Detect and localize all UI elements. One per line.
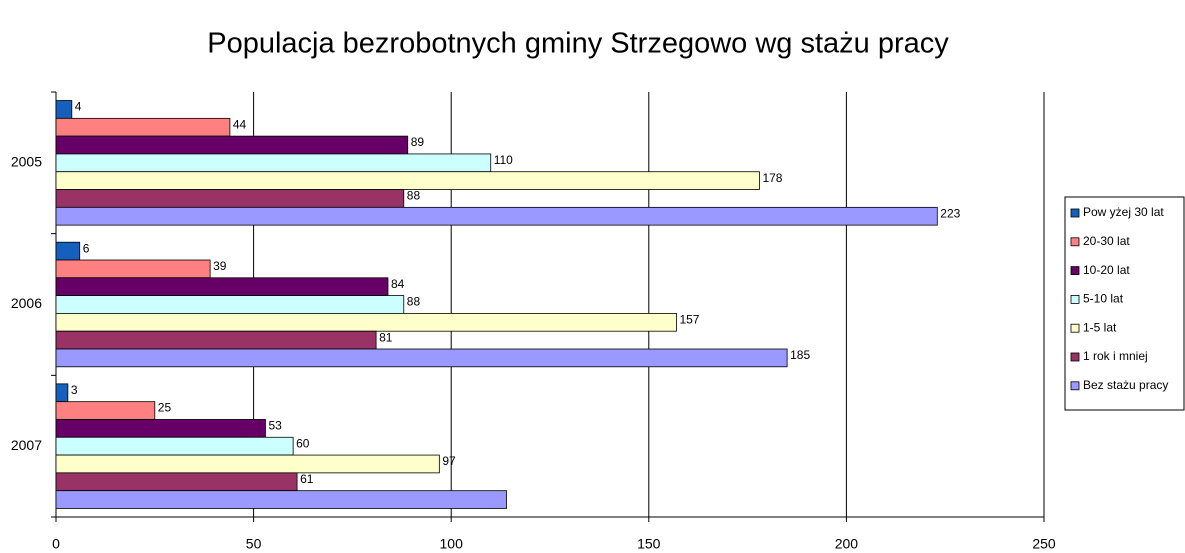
y-tick-label: 2007: [11, 437, 42, 453]
bar: [55, 100, 73, 119]
bar: [55, 383, 69, 403]
bar: [55, 117, 231, 137]
bar: [55, 206, 938, 226]
legend-label: 20-30 lat: [1083, 234, 1130, 248]
legend-swatch: [1070, 294, 1080, 304]
bar: [55, 312, 677, 332]
y-tick-label: 2006: [11, 295, 42, 311]
data-label: 39: [213, 259, 227, 273]
bar: [55, 277, 389, 296]
bar: [55, 472, 298, 492]
bar: [55, 419, 266, 438]
bar: [55, 401, 156, 420]
data-label: 25: [158, 401, 172, 415]
x-tick-label: 200: [835, 536, 859, 552]
legend-box: [1064, 196, 1185, 411]
bar: [55, 153, 492, 173]
bar: [55, 259, 211, 279]
legend-swatch: [1070, 381, 1080, 391]
bar: [55, 436, 294, 456]
bar: [55, 348, 788, 368]
bar: [55, 171, 760, 190]
x-tick-label: 0: [52, 536, 60, 552]
data-label: 110: [494, 153, 513, 167]
legend-swatch: [1070, 323, 1080, 333]
data-label: 88: [407, 189, 421, 203]
data-label: 44: [233, 117, 247, 131]
data-label: 3: [71, 383, 78, 397]
legend-label: Bez stażu pracy: [1083, 378, 1168, 392]
data-label: 97: [442, 454, 456, 468]
legend-swatch: [1070, 208, 1080, 218]
bar: [55, 330, 377, 350]
x-tick-label: 250: [1032, 536, 1056, 552]
legend-swatch: [1070, 352, 1080, 362]
x-tick-label: 100: [440, 536, 464, 552]
data-label: 89: [411, 135, 425, 149]
data-label: 61: [300, 472, 314, 486]
legend-label: 10-20 lat: [1083, 263, 1130, 277]
bar: [55, 490, 507, 509]
chart-title: Populacja bezrobotnych gminy Strzegowo w…: [207, 28, 949, 60]
legend-swatch: [1070, 237, 1080, 247]
x-tick-label: 50: [246, 536, 262, 552]
bar: [55, 295, 405, 314]
bar: [55, 189, 405, 208]
data-label: 4: [75, 100, 82, 114]
data-label: 157: [679, 312, 699, 326]
legend-label: 1 rok i mniej: [1083, 349, 1148, 363]
data-label: 223: [940, 206, 960, 220]
x-tick-label: 150: [637, 536, 661, 552]
data-label: 84: [391, 277, 405, 291]
data-label: 60: [296, 436, 310, 450]
data-label: 185: [790, 348, 810, 362]
y-tick-label: 2005: [11, 154, 42, 170]
data-label: 53: [268, 419, 282, 433]
data-label: 81: [379, 330, 393, 344]
bar: [55, 135, 409, 155]
data-label: 88: [407, 295, 421, 309]
bar: [55, 454, 440, 474]
legend-label: 5-10 lat: [1083, 292, 1124, 306]
data-label: 6: [83, 241, 90, 255]
legend-label: Pow yżej 30 lat: [1083, 205, 1164, 219]
legend-swatch: [1070, 266, 1080, 276]
data-label: 178: [762, 171, 782, 185]
bar: [55, 241, 81, 261]
legend-label: 1-5 lat: [1083, 320, 1117, 334]
